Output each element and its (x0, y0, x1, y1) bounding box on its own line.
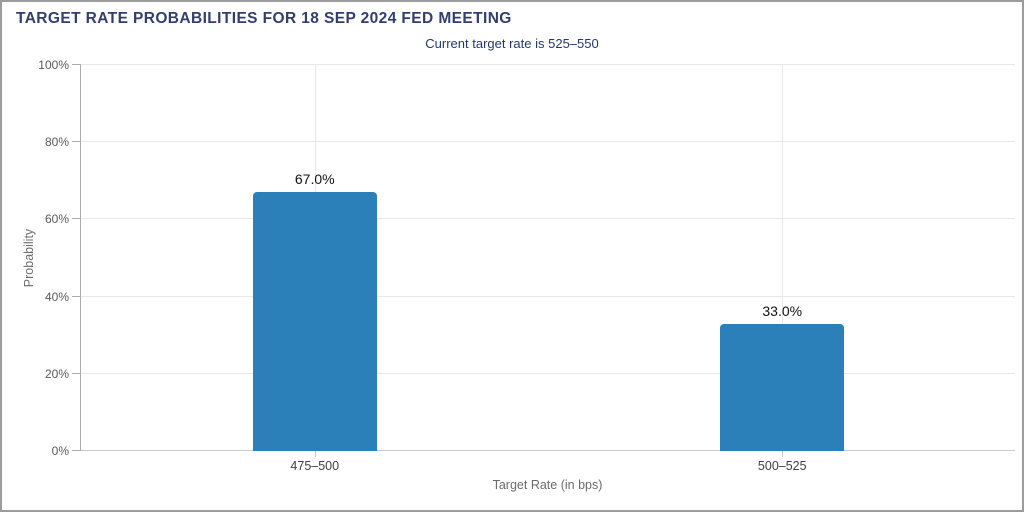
gridline-vertical (782, 65, 784, 451)
y-tick-label: 60% (44, 212, 69, 227)
chart-title: TARGET RATE PROBABILITIES FOR 18 SEP 202… (16, 10, 512, 27)
bar-500–525[interactable] (720, 323, 845, 451)
y-tick-label: 100% (38, 58, 69, 72)
bar-475–500[interactable] (252, 192, 377, 451)
y-tick-label: 20% (44, 366, 69, 381)
y-axis-tick (72, 295, 81, 297)
bar-value-label: 33.0% (762, 302, 803, 319)
bar-value-label: 67.0% (294, 171, 335, 188)
x-axis-tick (314, 451, 316, 457)
y-tick-label: 0% (51, 444, 69, 458)
y-axis-title: Probability (22, 228, 36, 288)
x-axis-title: Target Rate (in bps) (492, 478, 603, 492)
gridline-horizontal (81, 372, 1015, 374)
y-axis-tick (72, 218, 81, 220)
y-axis-tick (72, 141, 81, 143)
plot-area: 0% 20% 40% 60% 80% 100% 67.0% 475–500 33.0% 500–5… (38, 58, 1015, 473)
chart-subtitle: Current target rate is 525–550 (425, 36, 599, 51)
gridline-horizontal (81, 218, 1015, 220)
x-tick-label: 475–500 (290, 459, 340, 473)
x-axis-tick (782, 451, 784, 457)
y-tick-label: 40% (44, 289, 69, 304)
gridline-horizontal (81, 141, 1015, 143)
y-axis-tick (72, 372, 81, 374)
y-tick-label: 80% (44, 135, 69, 150)
gridline-horizontal (81, 295, 1015, 297)
y-axis-tick (72, 64, 81, 65)
x-axis-line (81, 450, 1015, 451)
y-axis-tick (72, 450, 81, 451)
x-tick-label: 500–525 (757, 459, 807, 473)
gridline-horizontal (81, 64, 1015, 65)
